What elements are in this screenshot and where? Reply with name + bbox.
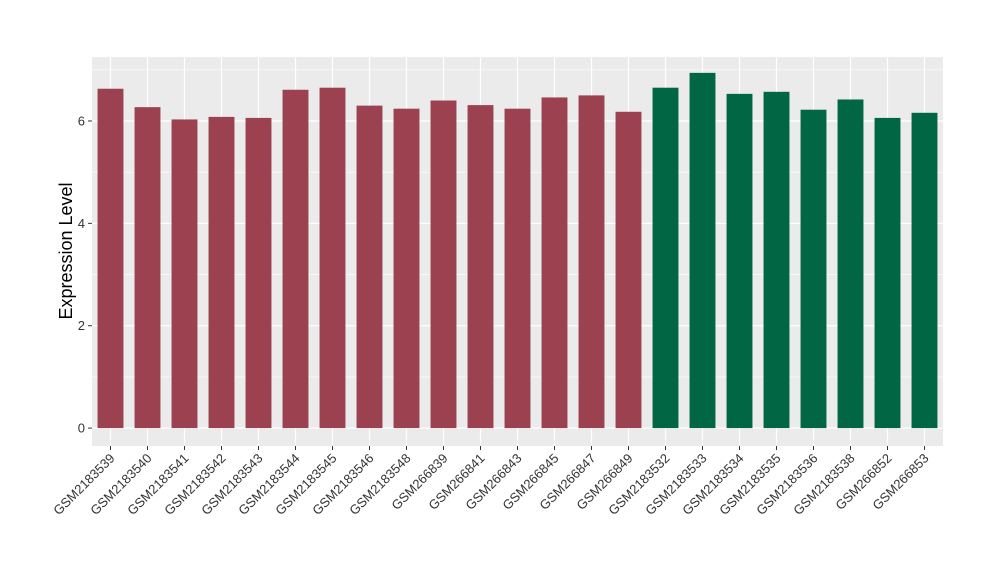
x-axis: GSM2183539GSM2183540GSM2183541GSM2183542… (50, 446, 932, 518)
bar (763, 91, 790, 429)
bar (134, 107, 161, 429)
bar (726, 93, 753, 429)
bar (97, 88, 124, 429)
bar (467, 105, 494, 429)
bar (541, 97, 568, 429)
bar (504, 108, 531, 429)
bar (615, 111, 642, 429)
bar (689, 72, 716, 429)
bar (837, 99, 864, 429)
y-axis-title: Expression Level (56, 182, 76, 319)
bar (800, 109, 827, 429)
bar (245, 117, 272, 429)
bars (97, 72, 938, 429)
y-tick-label: 4 (78, 216, 85, 231)
bar (208, 116, 235, 429)
y-tick-label: 2 (78, 318, 85, 333)
y-tick-label: 0 (78, 421, 85, 436)
y-axis: 0 2 4 6 (78, 113, 92, 436)
bar (578, 95, 605, 429)
bar (282, 89, 309, 429)
bar (430, 100, 457, 429)
bar (393, 108, 420, 429)
bar (652, 87, 679, 429)
bar (356, 105, 383, 429)
bar (171, 119, 198, 429)
bar (911, 112, 938, 429)
bar (874, 117, 901, 429)
y-tick-label: 6 (78, 113, 85, 128)
bar (319, 87, 346, 429)
